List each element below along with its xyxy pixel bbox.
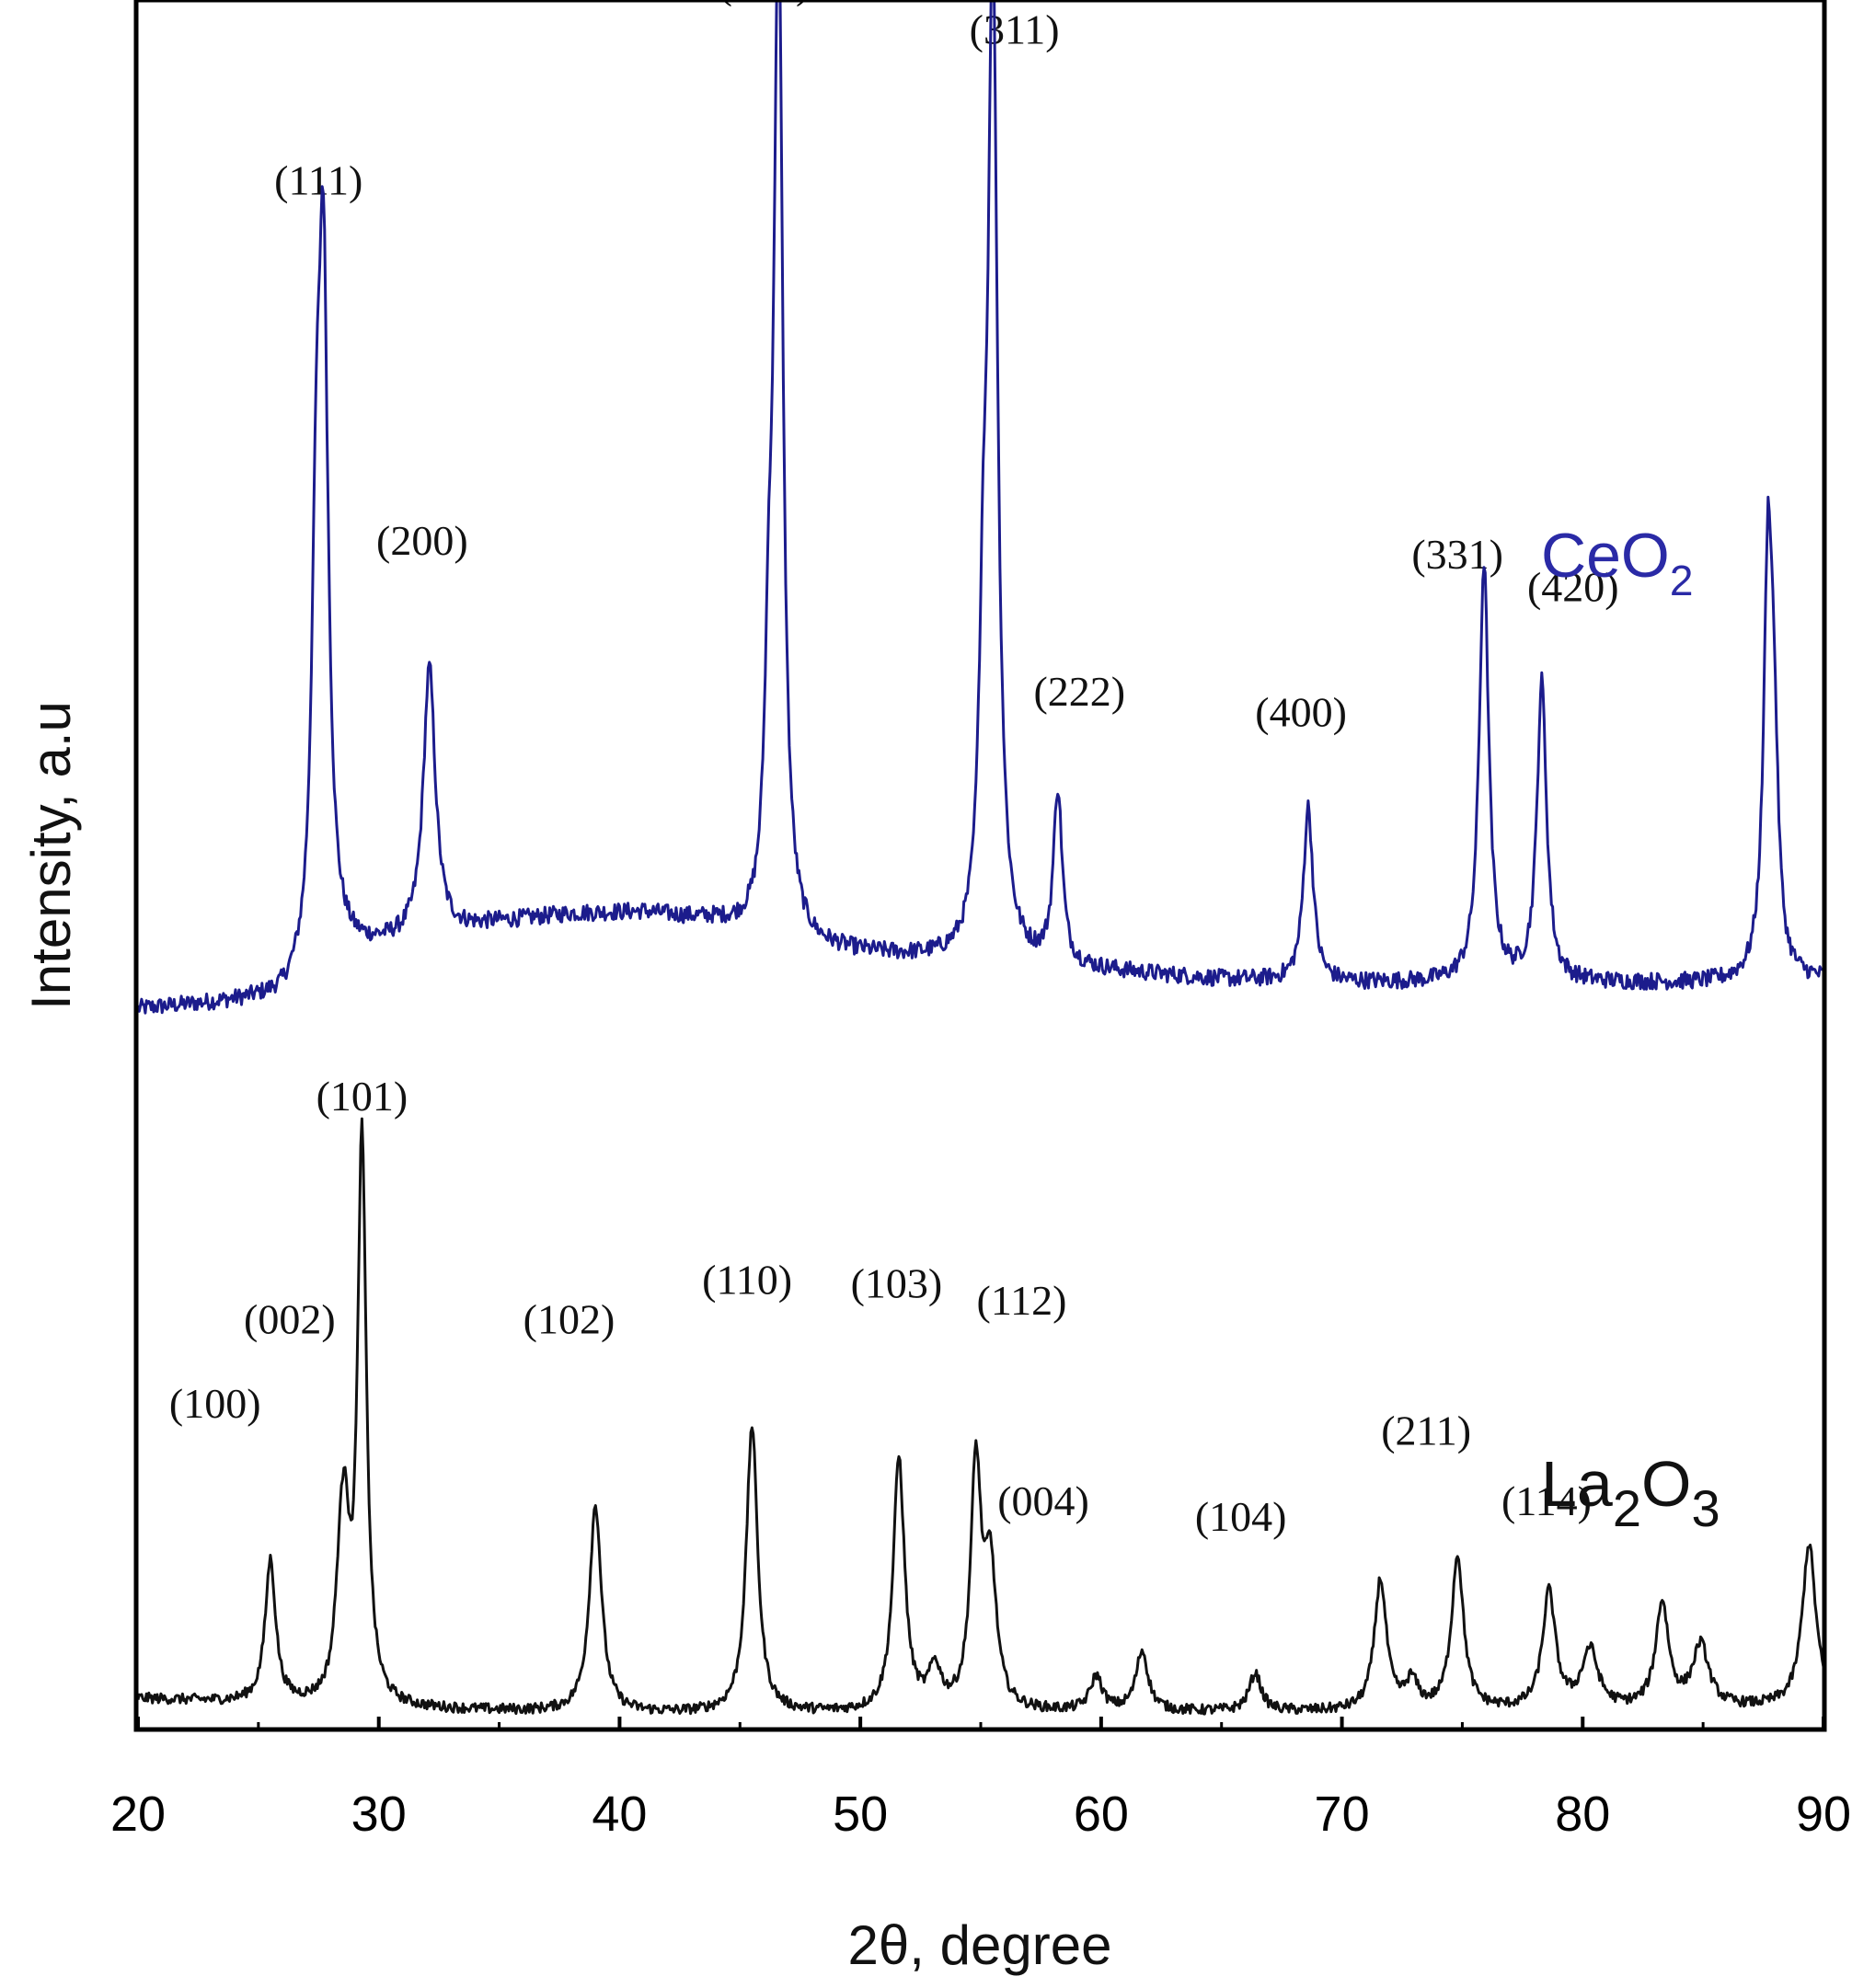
series-label-la2o3-sub2: 2: [1613, 1479, 1641, 1537]
x-tick-label-5: 70: [1315, 1787, 1370, 1842]
series-label-la2o3-sub3: 3: [1691, 1479, 1720, 1537]
hkl-label-10: (100): [169, 1380, 261, 1427]
hkl-label-15: (004): [997, 1477, 1089, 1524]
axes: 20 30 40 50 60 70 80 90 2θ, degree Intensity, a…: [20, 0, 1851, 1976]
series-line-0: [136, 0, 1824, 1015]
x-tick-label-6: 80: [1555, 1787, 1610, 1842]
hkl-label-16: (104): [1195, 1493, 1287, 1540]
x-tick-label-3: 50: [833, 1787, 888, 1842]
series-label-la2o3-la: La: [1541, 1448, 1613, 1520]
hkl-label-12: (110): [702, 1257, 792, 1304]
series-label-la2o3: La2O3: [1541, 1448, 1720, 1537]
hkl-label-14: (112): [977, 1277, 1067, 1324]
hkl-label-8: (101): [316, 1073, 408, 1120]
x-tick-label-4: 60: [1074, 1787, 1129, 1842]
x-ticks: 20 30 40 50 60 70 80 90: [110, 1717, 1851, 1842]
series-label-ceo2: CeO2: [1541, 521, 1693, 604]
series-labels: CeO2 La2O3: [1541, 521, 1720, 1537]
hkl-label-17: (211): [1381, 1408, 1471, 1454]
hkl-label-11: (102): [523, 1295, 615, 1342]
y-axis-title: Intensity, a.u: [20, 701, 82, 1010]
hkl-label-2: (311): [970, 6, 1060, 53]
hkl-label-7: (420): [1527, 563, 1619, 610]
series-layer: [136, 0, 1825, 1716]
x-tick-label-0: 20: [110, 1787, 166, 1842]
hkl-label-9: (002): [244, 1295, 336, 1342]
hkl-label-0: (111): [274, 157, 362, 204]
hkl-label-13: (103): [851, 1259, 943, 1306]
hkl-label-3: (200): [376, 517, 468, 564]
annotations-layer: (111) (220) (311) (200) (222) (400) (331) (420)…: [169, 0, 1619, 1540]
x-tick-label-7: 90: [1796, 1787, 1851, 1842]
x-tick-label-1: 30: [351, 1787, 407, 1842]
series-label-ceo2-base: CeO: [1541, 521, 1670, 591]
x-tick-label-2: 40: [592, 1787, 647, 1842]
hkl-label-18: (114): [1501, 1477, 1592, 1524]
series-line-1: [136, 1117, 1825, 1716]
hkl-label-5: (400): [1255, 689, 1347, 736]
hkl-label-6: (331): [1411, 531, 1503, 578]
hkl-label-1: (220): [719, 0, 811, 6]
series-label-ceo2-sub: 2: [1670, 557, 1694, 604]
hkl-label-4: (222): [1033, 668, 1125, 715]
x-axis-title: 2θ, degree: [848, 1914, 1112, 1976]
series-label-la2o3-o: O: [1641, 1448, 1691, 1520]
